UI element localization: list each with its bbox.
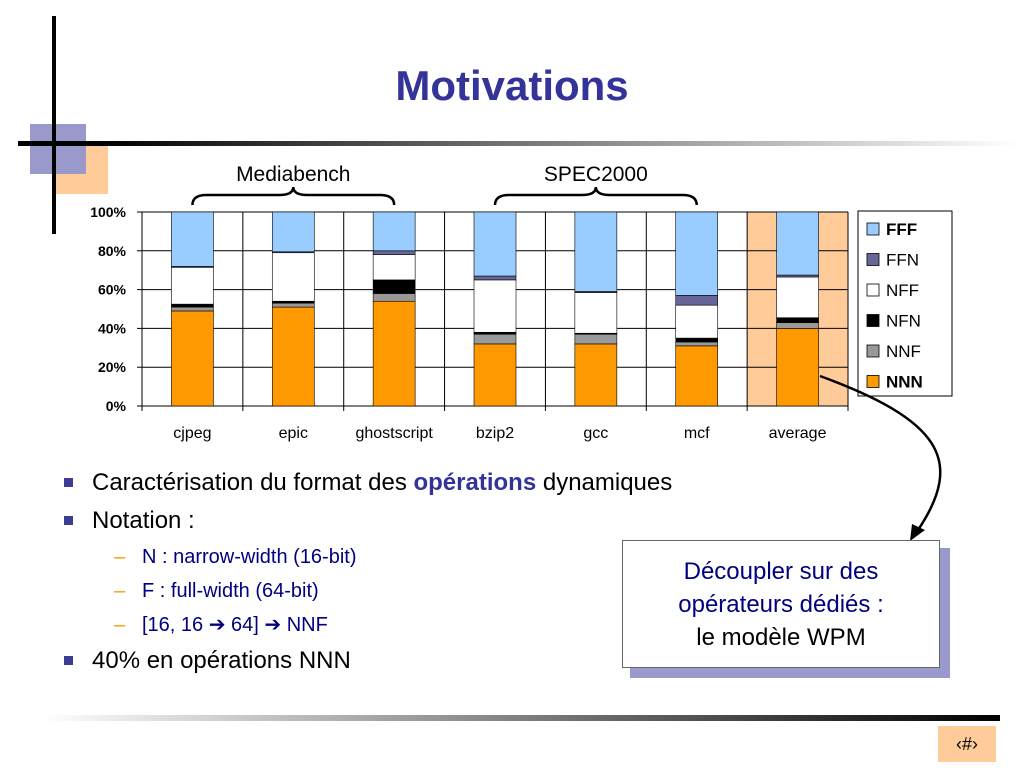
highlight-operations: opérations — [413, 469, 537, 496]
x-tick-label: cjpeg — [173, 425, 211, 442]
dash-bullet-icon: – — [114, 546, 126, 568]
bullet-list: Caractérisation du format des opérations… — [62, 466, 822, 682]
arrowhead-icon — [910, 524, 925, 541]
bar-segment-fff-average — [776, 211, 819, 276]
x-tick-label: average — [769, 425, 827, 442]
legend-swatch-nnn — [866, 375, 880, 388]
y-tick-label: 80% — [98, 243, 127, 259]
dash-bullet-icon: – — [114, 580, 126, 602]
bar-segment-nnf-gcc — [574, 333, 618, 345]
bar-segment-ffn-mcf — [675, 295, 719, 306]
bar-segment-nnn-gcc — [574, 343, 618, 407]
bar-segment-nff-ghostscript — [372, 254, 416, 281]
legend-swatch-nnf — [866, 344, 880, 358]
bar-segment-fff-gcc — [574, 211, 618, 292]
bar-segment-nff-cjpeg — [171, 266, 214, 305]
dash-bullet-icon: – — [114, 614, 126, 636]
group-label: SPEC2000 — [544, 163, 648, 186]
footer-line — [40, 715, 1000, 721]
legend-swatch-nfn — [866, 314, 880, 327]
legend-label-nff: NFF — [886, 281, 919, 300]
bar-segment-nnf-epic — [271, 302, 315, 308]
legend-box — [857, 210, 953, 397]
y-tick-label: 100% — [90, 204, 126, 220]
decor-vertical-line — [52, 16, 56, 234]
bar-segment-ffn-bzip2 — [473, 275, 517, 281]
bar-segment-fff-bzip2 — [473, 211, 517, 277]
bar-segment-nnn-epic — [271, 306, 315, 407]
bar-segment-fff-mcf — [675, 211, 719, 296]
bar-segment-nfn-cjpeg — [171, 303, 214, 308]
square-bullet-icon — [64, 478, 73, 487]
x-tick-label: ghostscript — [355, 425, 433, 442]
group-label: Mediabench — [236, 163, 350, 186]
legend-label-nfn: NFN — [886, 312, 921, 331]
slide-title: Motivations — [395, 62, 629, 109]
callout-line-2: opérateurs dédiés : — [678, 590, 884, 618]
square-bullet-icon — [64, 516, 73, 525]
connector-arrow — [819, 374, 942, 531]
sub-bullet-narrow: – N : narrow-width (16-bit) — [62, 542, 822, 576]
bar-segment-nnf-ghostscript — [372, 293, 416, 302]
bar-segment-fff-cjpeg — [171, 211, 214, 267]
bar-segment-fff-ghostscript — [372, 211, 416, 252]
bullet-nnn-share: 40% en opérations NNN — [62, 644, 822, 682]
square-bullet-icon — [64, 656, 73, 665]
bar-segment-nff-epic — [271, 252, 315, 302]
bar-segment-nfn-mcf — [675, 337, 719, 343]
bar-segment-nnn-cjpeg — [171, 310, 214, 407]
bullet-characterisation: Caractérisation du format des opérations… — [62, 466, 822, 504]
bar-segment-nnn-bzip2 — [473, 343, 517, 407]
bar-segment-nnf-cjpeg — [171, 306, 214, 312]
arrow-right-icon: ➔ — [264, 614, 282, 636]
bar-segment-nnn-ghostscript — [372, 300, 416, 407]
x-tick-label: gcc — [583, 425, 608, 442]
x-tick-label: mcf — [684, 425, 710, 442]
bullet-notation: Notation : — [62, 504, 822, 542]
bar-segment-nff-gcc — [574, 292, 618, 334]
legend-label-ffn: FFN — [886, 251, 919, 270]
bar-segment-nnf-average — [776, 322, 819, 329]
bar-segment-nff-mcf — [675, 304, 719, 339]
x-tick-label: bzip2 — [476, 425, 514, 442]
arrow-right-icon: ➔ — [208, 614, 226, 636]
sub-bullet-full: – F : full-width (64-bit) — [62, 576, 822, 610]
y-tick-label: 40% — [98, 320, 127, 336]
group-brace — [493, 186, 698, 206]
callout-line-3: le modèle WPM — [696, 623, 866, 651]
bar-segment-nfn-ghostscript — [372, 279, 416, 294]
decor-square-blue — [30, 124, 86, 174]
bar-segment-nff-bzip2 — [473, 279, 517, 333]
bar-segment-ffn-ghostscript — [372, 250, 416, 255]
callout-box: Découpler sur des opérateurs dédiés : le… — [622, 540, 940, 668]
decor-horizontal-line — [18, 141, 1018, 146]
legend-label-nnf: NNF — [886, 342, 921, 361]
bar-segment-nnn-mcf — [675, 345, 719, 407]
bar-segment-nnn-average — [776, 328, 819, 407]
callout-line-1: Découpler sur des — [683, 557, 879, 585]
page-number: ‹#› — [938, 726, 996, 762]
bar-segment-nfn-average — [776, 317, 819, 323]
sub-bullet-nnf: – [16, 16 ➔ 64] ➔ NNF — [62, 610, 822, 644]
legend-label-fff: FFF — [886, 220, 917, 239]
y-tick-label: 20% — [98, 359, 127, 375]
bar-segment-nnf-mcf — [675, 341, 719, 347]
y-tick-label: 60% — [98, 282, 127, 298]
group-brace — [191, 186, 396, 206]
x-tick-label: epic — [279, 425, 308, 442]
y-tick-label: 0% — [106, 398, 127, 414]
legend-label-nnn: NNN — [886, 373, 923, 392]
bar-segment-fff-epic — [271, 211, 315, 253]
bar-segment-nff-average — [776, 276, 819, 319]
bar-segment-nnf-bzip2 — [473, 333, 517, 345]
legend-swatch-ffn — [866, 253, 880, 266]
legend-swatch-nff — [866, 283, 880, 297]
legend-swatch-fff — [866, 222, 880, 236]
